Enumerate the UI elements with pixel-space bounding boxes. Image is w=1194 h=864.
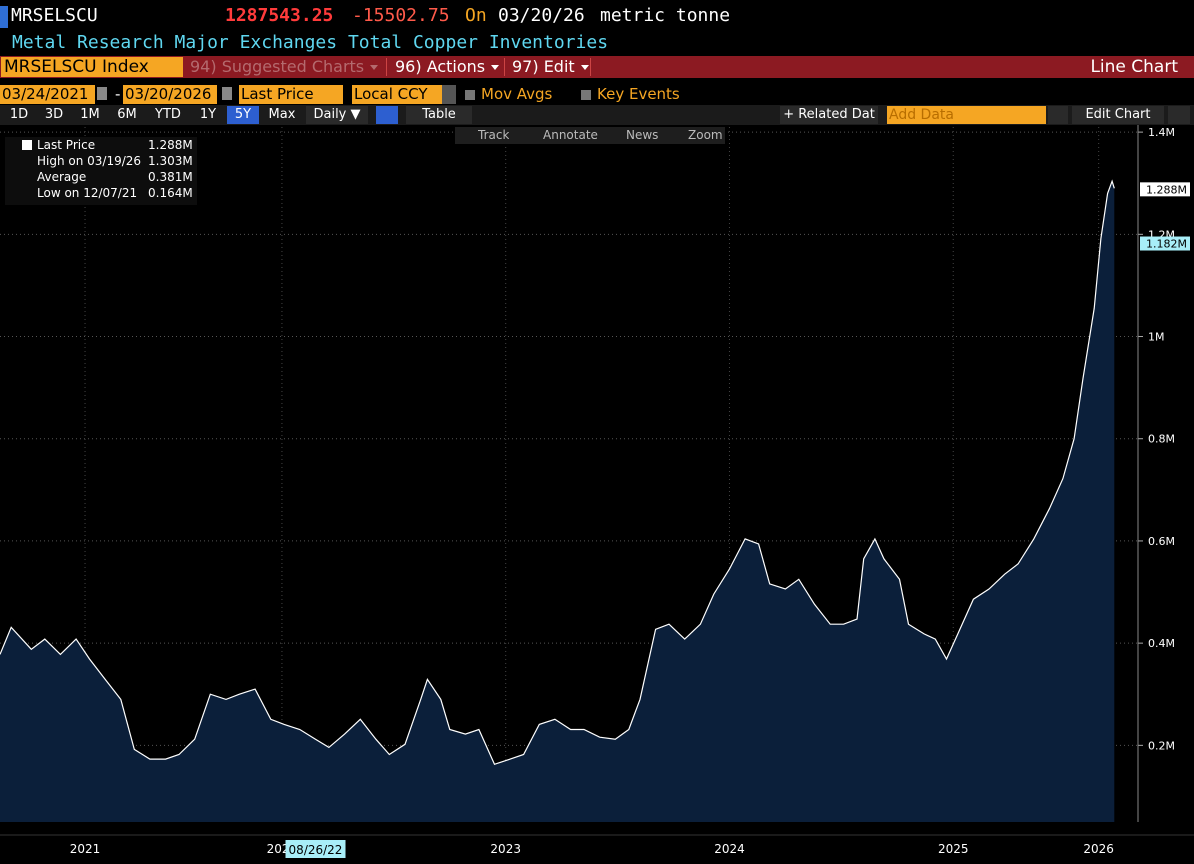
settings[interactable] bbox=[1168, 106, 1190, 124]
mov-avgs[interactable]: Mov Avgs bbox=[465, 85, 552, 103]
suggested-charts[interactable]: 94) Suggested Charts bbox=[190, 56, 379, 78]
date: 03/20/26 bbox=[498, 5, 585, 26]
price-tag bbox=[1140, 182, 1190, 197]
actions-menu[interactable]: 96) Actions bbox=[395, 56, 500, 78]
period-button[interactable]: 1D bbox=[9, 107, 29, 122]
legend-value: 1.303M bbox=[148, 154, 193, 168]
price-tag-label: 1.288M bbox=[1146, 183, 1187, 196]
tool-button[interactable]: News bbox=[626, 128, 659, 142]
period-button[interactable]: 5Y bbox=[227, 106, 259, 124]
price-tag bbox=[1140, 236, 1190, 251]
y-tick-label: 1M bbox=[1148, 331, 1165, 344]
currency-select[interactable]: Local CCY bbox=[352, 85, 442, 104]
y-tick-label: 0.2M bbox=[1148, 739, 1175, 752]
actions-label: 96) Actions bbox=[395, 57, 486, 76]
edit-menu[interactable]: 97) Edit bbox=[512, 56, 589, 78]
frequency[interactable]: Daily ▼ bbox=[306, 106, 368, 124]
price: 1287543.25 bbox=[225, 5, 334, 26]
add-data[interactable]: Add Data bbox=[887, 106, 1046, 124]
ticker-marker bbox=[0, 6, 8, 28]
legend-label: Average bbox=[37, 170, 87, 184]
x-tick-label: 2026 bbox=[1083, 842, 1114, 856]
legend-swatch bbox=[22, 140, 32, 150]
ticker: MRSELSCU bbox=[11, 5, 98, 26]
edit-label: 97) Edit bbox=[512, 57, 575, 76]
tool-bar bbox=[455, 127, 725, 144]
mov-avgs-label: Mov Avgs bbox=[481, 85, 553, 103]
key-events-label: Key Events bbox=[597, 85, 680, 103]
divider bbox=[386, 58, 387, 76]
legend-label: High on 03/19/26 bbox=[37, 154, 142, 168]
period-button[interactable]: 1M bbox=[80, 107, 100, 122]
period-button[interactable]: YTD bbox=[155, 107, 181, 122]
y-tick-label: 0.4M bbox=[1148, 637, 1175, 650]
chart-style[interactable] bbox=[376, 106, 398, 124]
date-dash: - bbox=[115, 85, 121, 103]
tool-button[interactable]: Track bbox=[478, 128, 510, 142]
key-events[interactable]: Key Events bbox=[581, 85, 680, 103]
collapse[interactable] bbox=[1048, 106, 1068, 124]
edit-chart[interactable]: Edit Chart bbox=[1072, 106, 1164, 124]
period-button[interactable]: 1Y bbox=[199, 107, 217, 122]
end-date[interactable]: 03/20/2026 bbox=[123, 85, 217, 104]
x-tick-label: 2023 bbox=[490, 842, 521, 856]
y-tick-label: 1.4M bbox=[1148, 126, 1175, 139]
area-fill bbox=[0, 181, 1115, 822]
toolbar bbox=[0, 56, 1194, 78]
calendar-icon[interactable] bbox=[97, 87, 107, 100]
period-button[interactable]: 3D bbox=[44, 107, 64, 122]
security-box[interactable]: MRSELSCU Index bbox=[1, 57, 183, 77]
x-tick-label: 2021 bbox=[70, 842, 101, 856]
field-select[interactable]: Last Price bbox=[239, 85, 343, 104]
table-button[interactable]: Table bbox=[406, 106, 472, 124]
legend-label: Last Price bbox=[37, 138, 96, 152]
description: Metal Research Major Exchanges Total Cop… bbox=[12, 32, 609, 53]
divider bbox=[504, 58, 505, 76]
legend-value: 1.288M bbox=[148, 138, 193, 152]
period-button[interactable]: 6M bbox=[117, 107, 137, 122]
calendar-icon[interactable] bbox=[222, 87, 232, 100]
start-date[interactable]: 03/24/2021 bbox=[0, 85, 95, 104]
x-tick-label: 2025 bbox=[938, 842, 969, 856]
dropdown[interactable] bbox=[442, 85, 456, 104]
period-button[interactable]: Max bbox=[268, 107, 296, 122]
legend-box bbox=[5, 137, 197, 205]
x-tick-label: 2024 bbox=[714, 842, 745, 856]
legend-value: 0.381M bbox=[148, 170, 193, 184]
crosshair-date bbox=[285, 840, 346, 858]
legend-label: Low on 12/07/21 bbox=[37, 186, 138, 200]
change: -15502.75 bbox=[352, 5, 450, 26]
suggested-label: 94) Suggested Charts bbox=[190, 57, 365, 76]
legend-value: 0.164M bbox=[148, 186, 193, 200]
unit: metric tonne bbox=[600, 5, 731, 26]
on-label: On bbox=[465, 5, 487, 26]
price-tag-label: 1.182M bbox=[1146, 238, 1187, 251]
crosshair-date-label: 08/26/22 bbox=[289, 843, 343, 857]
divider bbox=[590, 58, 591, 76]
tool-button[interactable]: Zoom bbox=[688, 128, 723, 142]
price-line bbox=[0, 179, 1115, 766]
y-tick-label: 0.6M bbox=[1148, 535, 1175, 548]
tool-button[interactable]: Annotate bbox=[543, 128, 598, 142]
y-tick-label: 0.8M bbox=[1148, 433, 1175, 446]
related-data[interactable]: + Related Dat bbox=[780, 106, 878, 124]
chart-type[interactable]: Line Chart bbox=[1090, 57, 1178, 77]
